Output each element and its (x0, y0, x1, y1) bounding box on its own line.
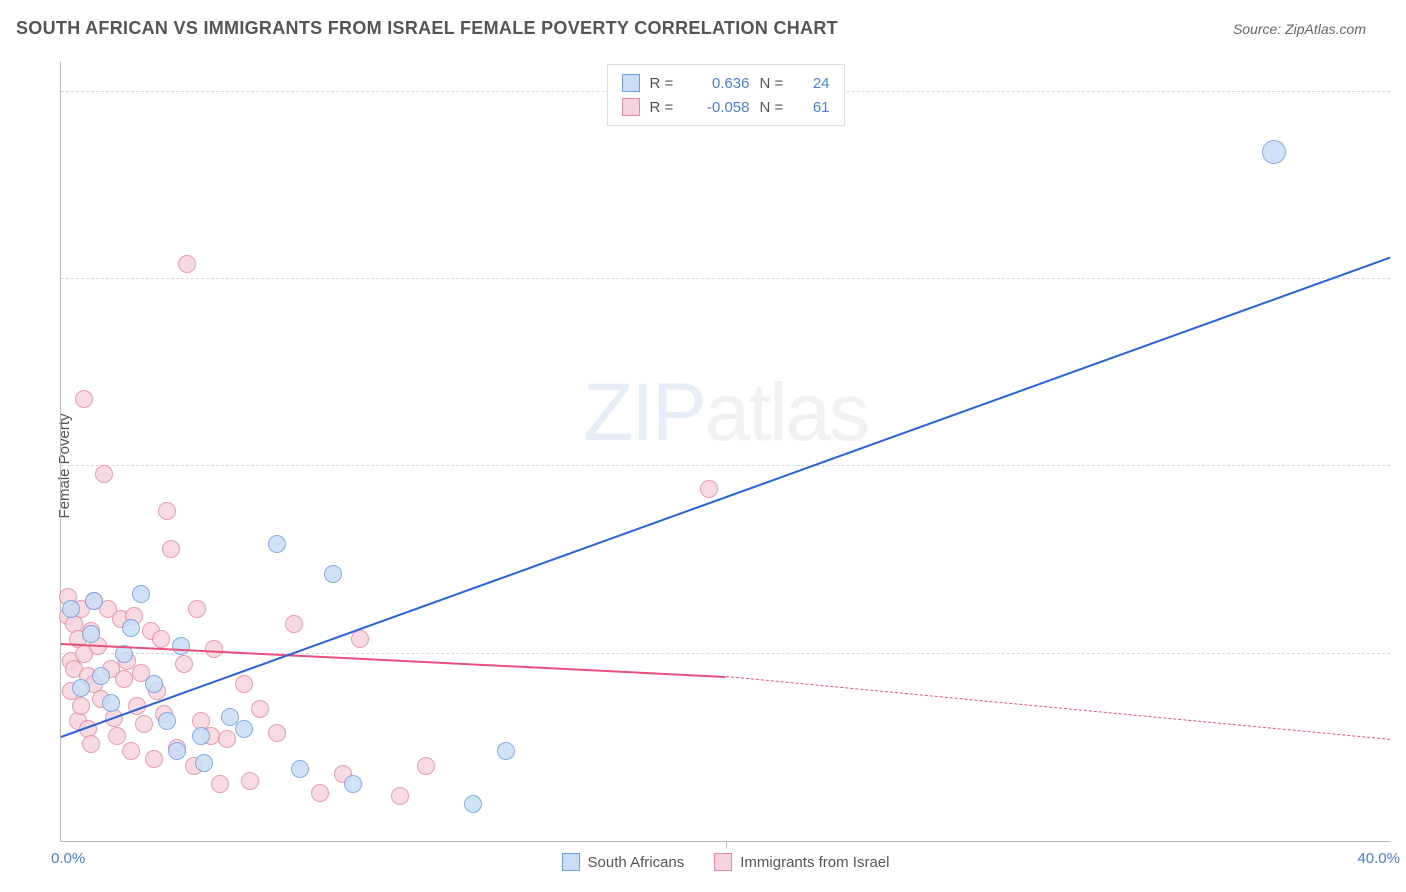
watermark: ZIPatlas (583, 366, 868, 460)
gridline (61, 278, 1390, 279)
legend-n-value: 61 (800, 99, 830, 116)
regression-line (61, 257, 1391, 738)
data-point (235, 675, 253, 693)
data-point (192, 727, 210, 745)
legend-n-label: N = (760, 75, 790, 92)
data-point (102, 694, 120, 712)
data-point (122, 742, 140, 760)
data-point (158, 502, 176, 520)
data-point (168, 742, 186, 760)
legend-r-label: R = (650, 99, 680, 116)
data-point (497, 742, 515, 760)
legend-n-value: 24 (800, 75, 830, 92)
legend-r-value: 0.636 (690, 75, 750, 92)
data-point (311, 784, 329, 802)
legend-item: Immigrants from Israel (714, 853, 889, 871)
data-point (135, 715, 153, 733)
legend-swatch (714, 853, 732, 871)
data-point (145, 750, 163, 768)
x-tick-label: 0.0% (51, 850, 85, 867)
data-point (268, 535, 286, 553)
legend-row: R = -0.058 N = 61 (622, 95, 830, 119)
data-point (158, 712, 176, 730)
header: SOUTH AFRICAN VS IMMIGRANTS FROM ISRAEL … (0, 0, 1406, 49)
legend-n-label: N = (760, 99, 790, 116)
data-point (62, 600, 80, 618)
data-point (700, 480, 718, 498)
data-point (178, 255, 196, 273)
data-point (108, 727, 126, 745)
data-point (285, 615, 303, 633)
legend-r-value: -0.058 (690, 99, 750, 116)
watermark-text-a: ZIP (583, 367, 705, 458)
data-point (152, 630, 170, 648)
legend-row: R = 0.636 N = 24 (622, 71, 830, 95)
legend-stats: R = 0.636 N = 24 R = -0.058 N = 61 (607, 64, 845, 126)
data-point (85, 592, 103, 610)
legend-r-label: R = (650, 75, 680, 92)
data-point (205, 640, 223, 658)
y-tick-label: 12.5% (1400, 645, 1406, 662)
source-attribution: Source: ZipAtlas.com (1233, 21, 1366, 37)
data-point (344, 775, 362, 793)
data-point (291, 760, 309, 778)
data-point (241, 772, 259, 790)
chart-title: SOUTH AFRICAN VS IMMIGRANTS FROM ISRAEL … (16, 18, 838, 39)
data-point (268, 724, 286, 742)
data-point (235, 720, 253, 738)
data-point (92, 667, 110, 685)
data-point (115, 670, 133, 688)
x-tick (726, 841, 727, 849)
data-point (218, 730, 236, 748)
data-point (162, 540, 180, 558)
data-point (145, 675, 163, 693)
data-point (132, 585, 150, 603)
data-point (211, 775, 229, 793)
data-point (95, 465, 113, 483)
data-point (195, 754, 213, 772)
legend-series: South Africans Immigrants from Israel (562, 853, 890, 871)
regression-line (725, 676, 1390, 740)
legend-swatch (622, 98, 640, 116)
data-point (75, 390, 93, 408)
x-tick-label: 40.0% (1357, 850, 1400, 867)
legend-label: Immigrants from Israel (740, 854, 889, 871)
data-point (324, 565, 342, 583)
data-point (82, 625, 100, 643)
legend-item: South Africans (562, 853, 685, 871)
data-point (72, 697, 90, 715)
y-tick-label: 37.5% (1400, 271, 1406, 288)
y-tick-label: 50.0% (1400, 83, 1406, 100)
y-tick-label: 25.0% (1400, 458, 1406, 475)
data-point (391, 787, 409, 805)
legend-label: South Africans (588, 854, 685, 871)
watermark-text-b: atlas (705, 367, 868, 458)
data-point (122, 619, 140, 637)
data-point (251, 700, 269, 718)
chart-container: Female Poverty ZIPatlas 12.5%25.0%37.5%5… (16, 50, 1390, 882)
legend-swatch (622, 74, 640, 92)
data-point (172, 637, 190, 655)
data-point (175, 655, 193, 673)
data-point (188, 600, 206, 618)
data-point (464, 795, 482, 813)
data-point (417, 757, 435, 775)
gridline (61, 465, 1390, 466)
regression-line (61, 643, 726, 678)
data-point (72, 679, 90, 697)
data-point (82, 735, 100, 753)
legend-swatch (562, 853, 580, 871)
data-point (1262, 140, 1286, 164)
plot-area: ZIPatlas 12.5%25.0%37.5%50.0%0.0%40.0%R … (60, 62, 1390, 842)
